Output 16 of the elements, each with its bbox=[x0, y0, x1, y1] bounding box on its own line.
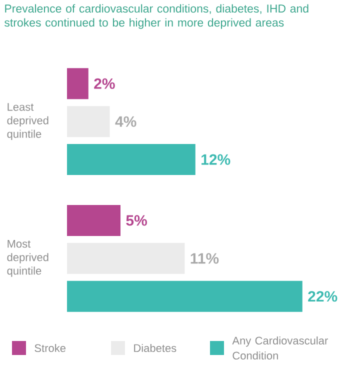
data-label: 22% bbox=[308, 291, 338, 302]
legend-label: Diabetes bbox=[134, 344, 176, 352]
legend-label: Any Cardiovascular Condition bbox=[232, 336, 328, 360]
legend-label: Stroke bbox=[34, 344, 66, 352]
data-label: 2% bbox=[94, 78, 115, 89]
bar bbox=[66, 68, 88, 100]
data-label: 5% bbox=[126, 215, 147, 226]
y-tick-label: Least deprived quintile bbox=[7, 103, 48, 140]
y-tick-label: Most deprived quintile bbox=[7, 240, 48, 277]
chart-title: Prevalence of cardiovascular conditions, diabetes, IHD and strokes continued to be higher in more deprived areas bbox=[4, 4, 308, 29]
data-label: 4% bbox=[115, 116, 136, 127]
bar bbox=[66, 280, 302, 312]
data-label: 12% bbox=[202, 154, 230, 165]
data-label: 11% bbox=[190, 253, 219, 264]
bar bbox=[66, 144, 196, 176]
bar bbox=[66, 204, 120, 236]
